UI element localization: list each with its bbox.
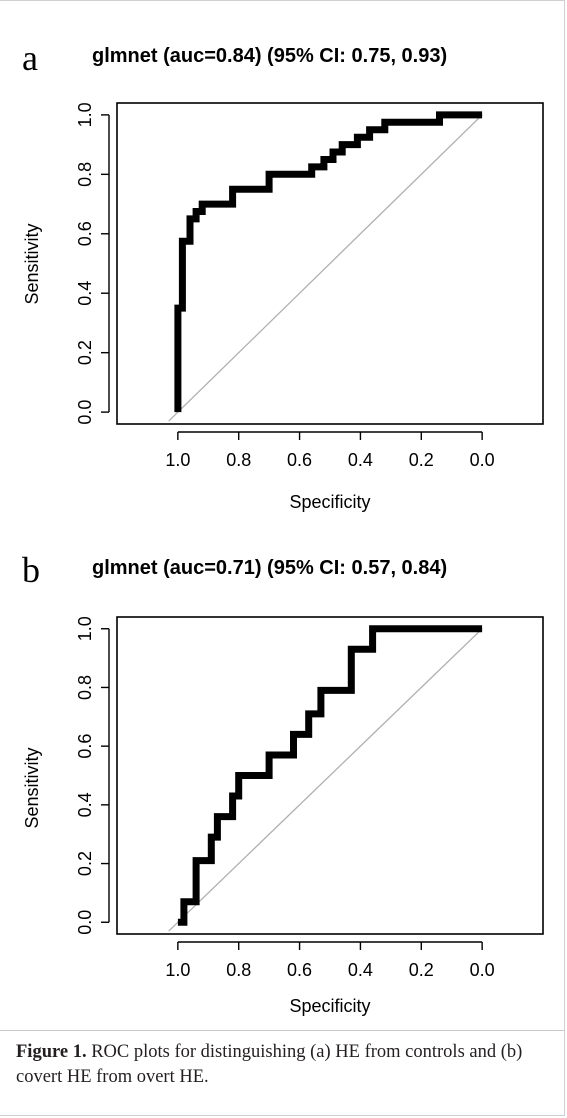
y-tick-label: 0.4: [75, 792, 95, 817]
x-tick-label: 0.6: [287, 450, 312, 470]
panel-label: a: [22, 38, 38, 78]
y-tick-label: 0.8: [75, 675, 95, 700]
y-tick-label: 0.2: [75, 340, 95, 365]
roc-chart-b: b glmnet (auc=0.71) (95% CI: 0.57, 0.84)…: [0, 520, 567, 1020]
reference-diagonal: [169, 629, 482, 931]
y-tick-label: 0.2: [75, 851, 95, 876]
panel-label: b: [22, 550, 40, 590]
roc-panel-a: a glmnet (auc=0.84) (95% CI: 0.75, 0.93)…: [0, 0, 567, 520]
y-tick-label: 0.4: [75, 281, 95, 306]
chart-title: glmnet (auc=0.71) (95% CI: 0.57, 0.84): [92, 557, 447, 579]
x-tick-label: 0.0: [470, 450, 495, 470]
x-tick-label: 1.0: [165, 960, 190, 980]
figure-caption: Figure 1. ROC plots for distinguishing (…: [16, 1040, 551, 1090]
caption-label: Figure 1.: [16, 1042, 87, 1062]
x-tick-label: 1.0: [165, 450, 190, 470]
x-tick-label: 0.2: [409, 960, 434, 980]
y-tick-label: 1.0: [75, 102, 95, 127]
caption-divider: [0, 1030, 565, 1031]
x-tick-label: 0.6: [287, 960, 312, 980]
y-axis-label: Sensitivity: [22, 223, 42, 304]
y-tick-label: 0.6: [75, 734, 95, 759]
x-tick-label: 0.4: [348, 450, 373, 470]
x-tick-label: 0.8: [226, 450, 251, 470]
y-tick-label: 0.0: [75, 400, 95, 425]
y-tick-label: 0.6: [75, 221, 95, 246]
y-tick-label: 1.0: [75, 616, 95, 641]
caption-text: ROC plots for distinguishing (a) HE from…: [16, 1042, 522, 1087]
y-axis-label: Sensitivity: [22, 747, 42, 828]
chart-title: glmnet (auc=0.84) (95% CI: 0.75, 0.93): [92, 45, 447, 67]
x-tick-label: 0.4: [348, 960, 373, 980]
x-tick-label: 0.0: [470, 960, 495, 980]
y-tick-label: 0.8: [75, 162, 95, 187]
x-tick-label: 0.2: [409, 450, 434, 470]
roc-chart-a: a glmnet (auc=0.84) (95% CI: 0.75, 0.93)…: [0, 0, 567, 520]
x-axis-label: Specificity: [289, 996, 370, 1016]
y-tick-label: 0.0: [75, 910, 95, 935]
roc-panel-b: b glmnet (auc=0.71) (95% CI: 0.57, 0.84)…: [0, 520, 567, 1020]
x-tick-label: 0.8: [226, 960, 251, 980]
x-axis-label: Specificity: [289, 492, 370, 512]
